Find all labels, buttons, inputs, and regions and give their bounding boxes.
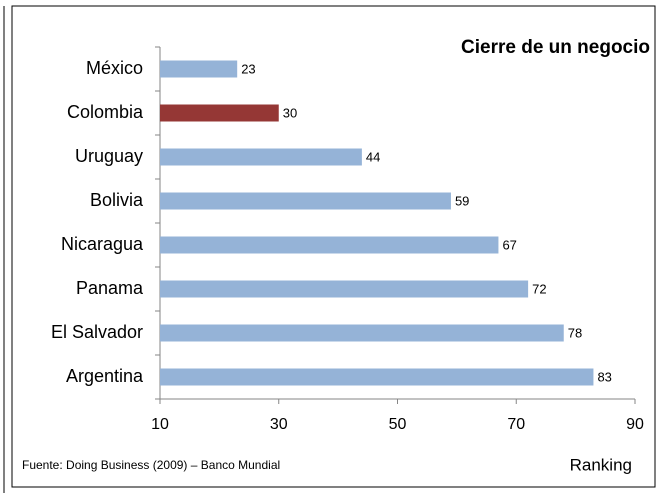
bar	[160, 60, 238, 78]
y-tick-label: Uruguay	[75, 146, 143, 166]
x-axis-label: Ranking	[570, 455, 632, 474]
x-tick-label: 30	[270, 416, 288, 433]
value-label: 30	[283, 105, 297, 120]
chart-title: Cierre de un negocio	[461, 37, 650, 58]
y-tick-label: Colombia	[67, 102, 144, 122]
y-tick-label: México	[86, 58, 143, 78]
bar	[160, 324, 564, 342]
x-tick-label: 90	[626, 416, 644, 433]
value-label: 83	[597, 369, 611, 384]
chart-frame	[11, 5, 656, 488]
x-tick-label: 70	[507, 416, 525, 433]
value-label: 67	[502, 237, 516, 252]
bar	[160, 368, 594, 386]
bar	[160, 148, 362, 166]
value-label: 44	[366, 149, 380, 164]
bar	[160, 280, 529, 298]
value-label: 23	[241, 61, 255, 76]
y-tick-label: Bolivia	[90, 190, 144, 210]
y-tick-label: Panama	[76, 278, 144, 298]
value-label: 72	[532, 281, 546, 296]
bar	[160, 236, 499, 254]
value-label: 78	[568, 325, 582, 340]
x-tick-label: 10	[151, 416, 169, 433]
y-tick-label: Nicaragua	[61, 234, 144, 254]
bar	[160, 192, 451, 210]
value-label: 59	[455, 193, 469, 208]
y-tick-label: Argentina	[66, 366, 144, 386]
y-tick-label: El Salvador	[51, 322, 143, 342]
bar	[160, 104, 279, 122]
source-note: Fuente: Doing Business (2009) – Banco Mu…	[22, 458, 280, 472]
x-tick-label: 50	[389, 416, 407, 433]
